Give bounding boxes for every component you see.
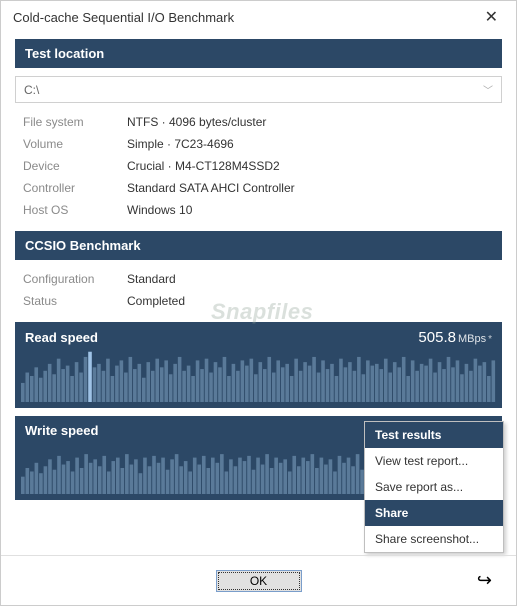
menu-header-results: Test results — [365, 422, 503, 448]
detail-row: VolumeSimple · 7C23-4696 — [23, 133, 502, 155]
read-speed-panel: Read speed 505.8MBps* — [15, 322, 502, 408]
test-location-header: Test location — [15, 39, 502, 68]
detail-row: File systemNTFS · 4096 bytes/cluster — [23, 111, 502, 133]
detail-row: DeviceCrucial · M4-CT128M4SSD2 — [23, 155, 502, 177]
menu-header-share: Share — [365, 500, 503, 526]
read-speed-chart — [21, 350, 496, 402]
menu-save-report[interactable]: Save report as... — [365, 474, 503, 500]
menu-share-screenshot[interactable]: Share screenshot... — [365, 526, 503, 552]
read-speed-value: 505.8MBps* — [418, 329, 492, 346]
benchmark-details: ConfigurationStandard StatusCompleted — [15, 260, 502, 322]
write-speed-label: Write speed — [25, 423, 98, 438]
detail-row: Host OSWindows 10 — [23, 199, 502, 221]
location-details: File systemNTFS · 4096 bytes/cluster Vol… — [15, 103, 502, 231]
menu-view-report[interactable]: View test report... — [365, 448, 503, 474]
benchmark-header: CCSIO Benchmark — [15, 231, 502, 260]
context-menu: Test results View test report... Save re… — [364, 421, 504, 553]
detail-row: StatusCompleted — [23, 290, 502, 312]
chevron-down-icon: ﹀ — [483, 82, 493, 97]
share-icon[interactable]: ↪ — [477, 570, 492, 591]
read-speed-label: Read speed — [25, 330, 98, 345]
ok-button[interactable]: OK — [216, 570, 302, 592]
close-icon[interactable]: ✕ — [475, 3, 508, 31]
window-title: Cold-cache Sequential I/O Benchmark — [13, 10, 234, 25]
detail-row: ConfigurationStandard — [23, 268, 502, 290]
detail-row: ControllerStandard SATA AHCI Controller — [23, 177, 502, 199]
path-value: C:\ — [24, 83, 39, 97]
path-dropdown[interactable]: C:\ ﹀ — [15, 76, 502, 103]
